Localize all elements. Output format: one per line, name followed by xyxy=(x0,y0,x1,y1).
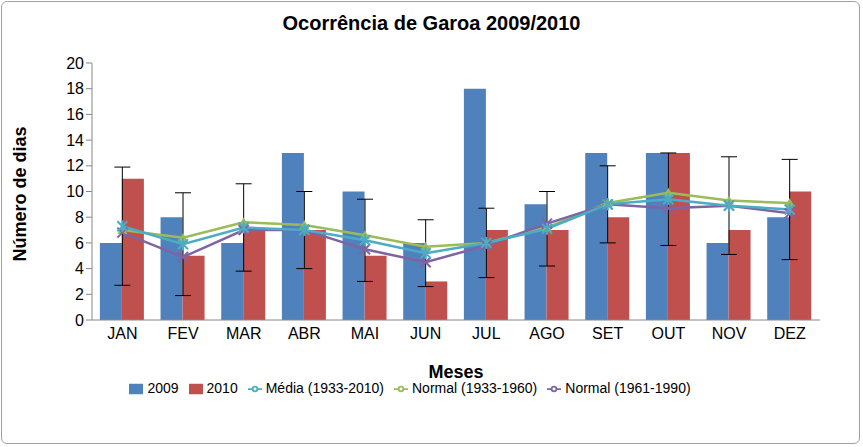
svg-text:14: 14 xyxy=(66,132,84,149)
svg-text:JUL: JUL xyxy=(472,325,501,342)
svg-text:DEZ: DEZ xyxy=(774,325,806,342)
svg-text:AGO: AGO xyxy=(529,325,565,342)
svg-text:JAN: JAN xyxy=(107,325,137,342)
html-text:Média (1933-2010): Média (1933-2010) xyxy=(265,380,384,396)
svg-text:JUN: JUN xyxy=(410,325,441,342)
svg-text:12: 12 xyxy=(66,157,84,174)
svg-text:8: 8 xyxy=(75,209,84,226)
html-text:2010: 2010 xyxy=(206,380,238,396)
svg-text:16: 16 xyxy=(66,106,84,123)
svg-text:6: 6 xyxy=(75,235,84,252)
svg-text:20: 20 xyxy=(66,55,84,72)
svg-text:10: 10 xyxy=(66,183,84,200)
svg-text:18: 18 xyxy=(66,80,84,97)
svg-text:OUT: OUT xyxy=(651,325,685,342)
html-text:Normal (1961-1990): Normal (1961-1990) xyxy=(565,380,691,396)
svg-text:SET: SET xyxy=(592,325,623,342)
svg-text:2: 2 xyxy=(75,286,84,303)
svg-text:MAI: MAI xyxy=(351,325,379,342)
svg-text:ABR: ABR xyxy=(288,325,321,342)
html-text:Normal (1933-1960): Normal (1933-1960) xyxy=(412,380,538,396)
svg-text:NOV: NOV xyxy=(712,325,747,342)
svg-text:Número de dias: Número de dias xyxy=(10,126,30,261)
svg-text:0: 0 xyxy=(75,312,84,329)
html-text:Ocorrência de Garoa 2009/2010: Ocorrência de Garoa 2009/2010 xyxy=(282,12,581,34)
svg-text:MAR: MAR xyxy=(226,325,262,342)
html-text:2009: 2009 xyxy=(147,380,179,396)
svg-text:Meses: Meses xyxy=(428,362,483,382)
svg-text:4: 4 xyxy=(75,260,84,277)
svg-text:FEV: FEV xyxy=(167,325,198,342)
